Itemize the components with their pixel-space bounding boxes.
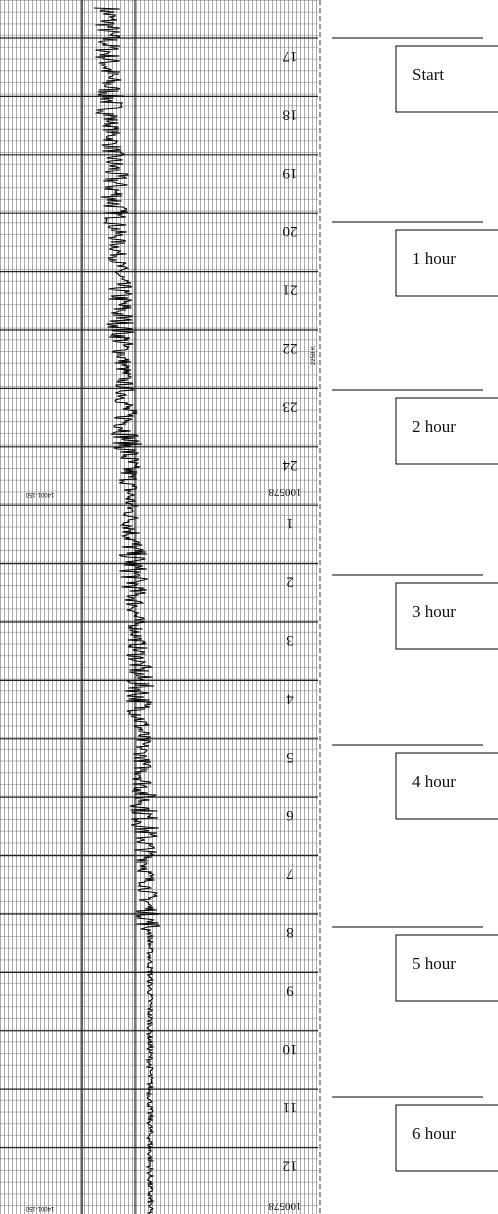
side-label: 2258 K xyxy=(311,346,317,365)
label: Start xyxy=(412,65,444,84)
hour-mark: 11 xyxy=(283,1099,297,1115)
hour-mark: 24 xyxy=(282,457,298,473)
part-number: 14001-150 xyxy=(25,1205,54,1211)
label: 5 hour xyxy=(412,954,456,973)
hour-mark: 17 xyxy=(282,48,298,64)
hour-mark: 2 xyxy=(286,574,294,590)
chart-number: 100578 xyxy=(268,1200,302,1212)
hour-mark: 21 xyxy=(283,282,298,298)
label: 1 hour xyxy=(412,249,456,268)
label: 2 hour xyxy=(412,417,456,436)
hour-mark: 12 xyxy=(283,1158,298,1174)
hour-mark: 8 xyxy=(286,924,294,940)
hour-mark: 22 xyxy=(283,340,298,356)
label: 3 hour xyxy=(412,602,456,621)
hour-mark: 3 xyxy=(286,632,294,648)
page: 1718192021222324123456789101112 14001-15… xyxy=(0,0,498,1214)
hour-mark: 7 xyxy=(286,866,294,882)
hour-mark: 5 xyxy=(286,749,294,765)
hour-mark: 1 xyxy=(286,515,294,531)
label: 6 hour xyxy=(412,1124,456,1143)
chart-number: 100578 xyxy=(268,486,302,498)
hour-mark: 6 xyxy=(286,807,294,823)
hour-mark: 23 xyxy=(283,398,298,414)
annotations: Start 1 hour 2 hour 3 hour 4 hour 5 hour 6 hou… xyxy=(332,38,498,1171)
horizontal-grid xyxy=(0,0,318,1214)
hour-mark: 10 xyxy=(283,1041,298,1057)
hour-mark: 9 xyxy=(286,982,294,998)
part-number: 14001-150 xyxy=(25,491,54,497)
hour-mark: 18 xyxy=(283,106,298,122)
hour-mark: 4 xyxy=(286,690,294,706)
hour-mark: 20 xyxy=(283,223,298,239)
hour-mark: 19 xyxy=(283,165,298,181)
label: 4 hour xyxy=(412,772,456,791)
